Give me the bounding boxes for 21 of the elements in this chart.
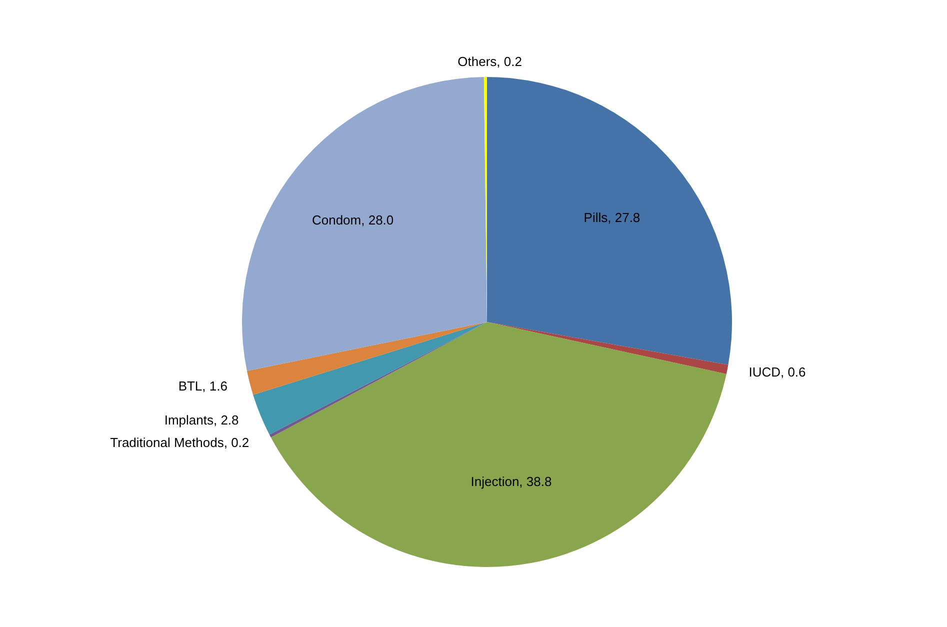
slice-label: BTL (178, 378, 202, 394)
slice-label: Traditional Methods (110, 434, 224, 450)
pie-slice (242, 77, 487, 371)
data-label: , 2.8 (213, 412, 239, 428)
pie-slice (487, 77, 732, 365)
slice-label: Implants (164, 412, 214, 428)
pie-slice (246, 322, 487, 395)
data-label: , 28.0 (361, 212, 394, 228)
data-label: , 0.6 (780, 364, 806, 380)
pie-slice (487, 322, 728, 374)
slice-label: Condom (312, 212, 362, 228)
data-label: , 27.8 (608, 210, 640, 226)
slice-label: IUCD (748, 364, 780, 380)
data-label: , 38.8 (519, 474, 552, 490)
pie-slice (270, 322, 726, 567)
data-label: , 0.2 (496, 54, 522, 70)
data-label: , 0.2 (224, 434, 250, 450)
data-label: , 1.6 (202, 378, 228, 394)
slice-label: Others (458, 54, 498, 70)
slice-label: Injection (470, 474, 520, 490)
slice-label: Pills (584, 210, 608, 226)
